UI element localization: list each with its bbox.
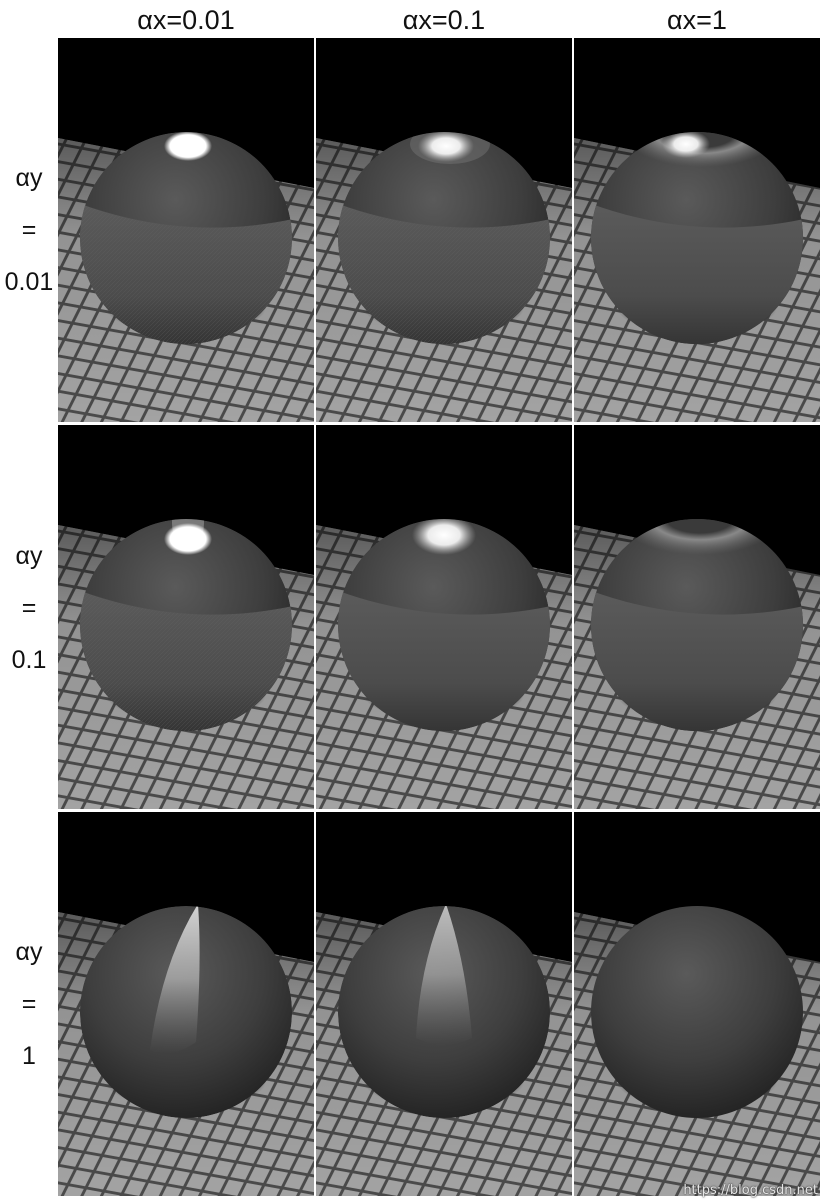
row-label-ay-0-01: αy = 0.01: [0, 152, 58, 308]
row-label-name: αy: [0, 926, 58, 978]
render-ay-0-1-ax-0-01: [58, 425, 314, 809]
row-label-equals: =: [0, 978, 58, 1030]
specular-highlight: [662, 130, 710, 158]
render-ay-0-01-ax-0-1: [316, 38, 572, 422]
row-label-ay-1: αy = 1: [0, 926, 58, 1082]
row-label-equals: =: [0, 582, 58, 634]
specular-highlight: [164, 523, 212, 555]
specular-highlight: [418, 130, 474, 162]
specular-highlight: [164, 131, 212, 161]
render-ay-1-ax-1: [574, 812, 820, 1196]
row-label-value: 1: [0, 1030, 58, 1082]
render-ay-0-1-ax-0-1: [316, 425, 572, 809]
row-label-name: αy: [0, 152, 58, 204]
specular-ring: [618, 479, 782, 555]
render-ay-0-1-ax-1: [574, 425, 820, 809]
render-grid: [58, 38, 820, 1196]
render-ay-0-01-ax-0-01: [58, 38, 314, 422]
render-ay-0-01-ax-1: [574, 38, 820, 422]
row-label-value: 0.1: [0, 634, 58, 686]
specular-ring: [624, 99, 780, 167]
column-label-ax-1: αx=1: [574, 4, 820, 36]
render-ay-1-ax-0-01: [58, 812, 314, 1196]
sphere: [591, 906, 803, 1118]
specular-highlight: [412, 515, 476, 555]
row-label-value: 0.01: [0, 256, 58, 308]
watermark: https://blog.csdn.net: [683, 1183, 818, 1198]
row-label-ay-0-1: αy = 0.1: [0, 530, 58, 686]
row-label-name: αy: [0, 530, 58, 582]
row-label-equals: =: [0, 204, 58, 256]
column-label-ax-0-01: αx=0.01: [58, 4, 314, 36]
column-label-ax-0-1: αx=0.1: [316, 4, 572, 36]
render-ay-1-ax-0-1: [316, 812, 572, 1196]
